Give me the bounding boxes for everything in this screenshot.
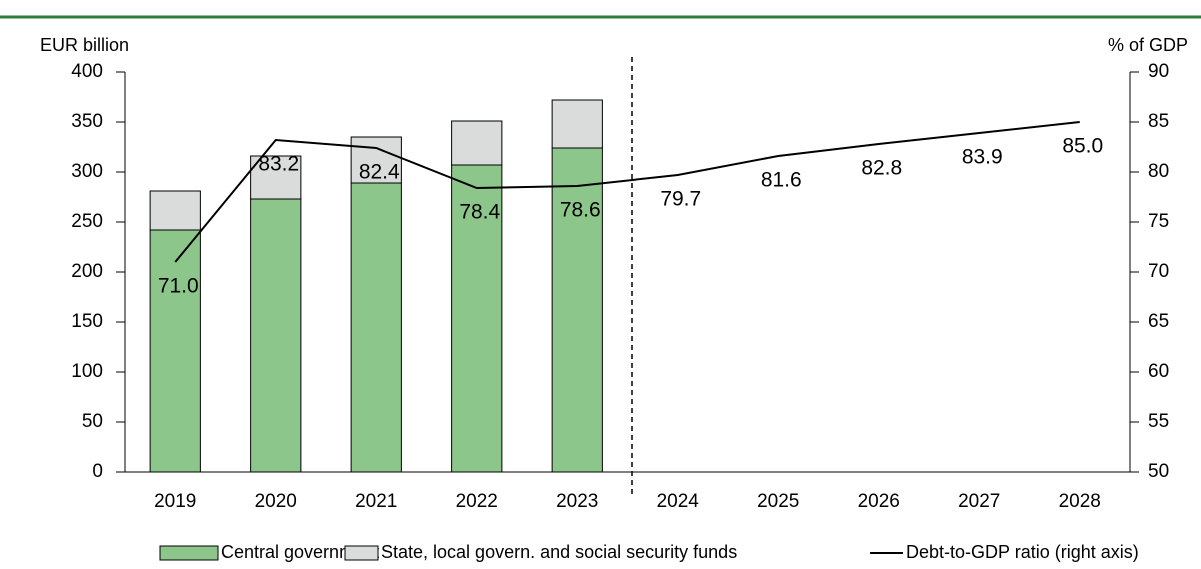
data-label: 85.0 <box>1062 135 1103 158</box>
y-tick-label: 100 <box>71 361 103 382</box>
y2-tick-label: 75 <box>1148 211 1169 232</box>
bar <box>149 229 201 473</box>
x-tick-label: 2019 <box>154 491 196 512</box>
y2-tick-label: 70 <box>1148 261 1169 282</box>
y-tick-label: 50 <box>82 411 103 432</box>
legend-swatch <box>159 545 219 561</box>
x-tick-label: 2026 <box>858 491 900 512</box>
line <box>174 121 1080 263</box>
x-tick-label: 2020 <box>255 491 297 512</box>
x-tick-label: 2023 <box>556 491 598 512</box>
data-label: 83.9 <box>962 146 1003 169</box>
data-label: 81.6 <box>761 169 802 192</box>
y2-axis-label: % of GDP <box>1108 35 1188 55</box>
legend-label: Debt-to-GDP ratio (right axis) <box>906 542 1139 562</box>
y2-tick-label: 65 <box>1148 311 1169 332</box>
legend-label: State, local govern. and social security… <box>381 542 737 562</box>
y-tick-label: 300 <box>71 161 103 182</box>
data-label: 79.7 <box>660 188 701 211</box>
data-label: 82.8 <box>861 157 902 180</box>
y2-tick-label: 50 <box>1148 461 1169 482</box>
y2-tick-label: 60 <box>1148 361 1169 382</box>
x-tick-label: 2027 <box>958 491 1000 512</box>
x-tick-label: 2021 <box>355 491 397 512</box>
x-tick-label: 2028 <box>1059 491 1101 512</box>
y-tick-label: 0 <box>92 461 103 482</box>
data-label: 82.4 <box>359 161 400 184</box>
data-label: 78.6 <box>560 199 601 222</box>
y-axis-label: EUR billion <box>40 35 129 55</box>
bar <box>350 136 402 184</box>
bar <box>551 147 603 473</box>
y2-tick-label: 90 <box>1148 61 1169 82</box>
y-tick-label: 350 <box>71 111 103 132</box>
y-tick-label: 250 <box>71 211 103 232</box>
x-tick-label: 2024 <box>657 491 700 512</box>
y2-tick-label: 85 <box>1148 111 1169 132</box>
x-tick-label: 2025 <box>757 491 799 512</box>
bar <box>250 155 302 200</box>
bar <box>551 99 603 149</box>
bar <box>451 164 503 473</box>
y-tick-label: 150 <box>71 311 103 332</box>
x-tick-label: 2022 <box>456 491 498 512</box>
bar <box>350 182 402 473</box>
data-label: 78.4 <box>459 201 500 224</box>
legend-label: Central government <box>221 542 379 562</box>
bar <box>149 190 201 231</box>
y-tick-label: 200 <box>71 261 103 282</box>
bar <box>451 120 503 166</box>
legend-swatch <box>344 545 379 561</box>
data-label: 83.2 <box>258 153 299 176</box>
y2-tick-label: 55 <box>1148 411 1169 432</box>
y2-tick-label: 80 <box>1148 161 1169 182</box>
y-tick-label: 400 <box>71 61 103 82</box>
bar <box>250 198 302 473</box>
data-label: 71.0 <box>158 275 199 298</box>
